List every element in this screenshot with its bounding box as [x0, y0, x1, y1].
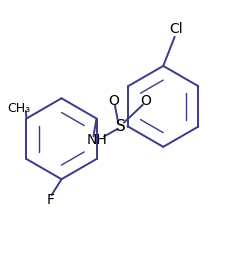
Text: S: S — [116, 119, 125, 134]
Text: Cl: Cl — [169, 22, 183, 36]
Text: O: O — [108, 93, 119, 107]
Text: CH₃: CH₃ — [7, 102, 30, 115]
Text: NH: NH — [87, 133, 108, 147]
Text: O: O — [140, 93, 151, 107]
Text: F: F — [47, 193, 55, 207]
